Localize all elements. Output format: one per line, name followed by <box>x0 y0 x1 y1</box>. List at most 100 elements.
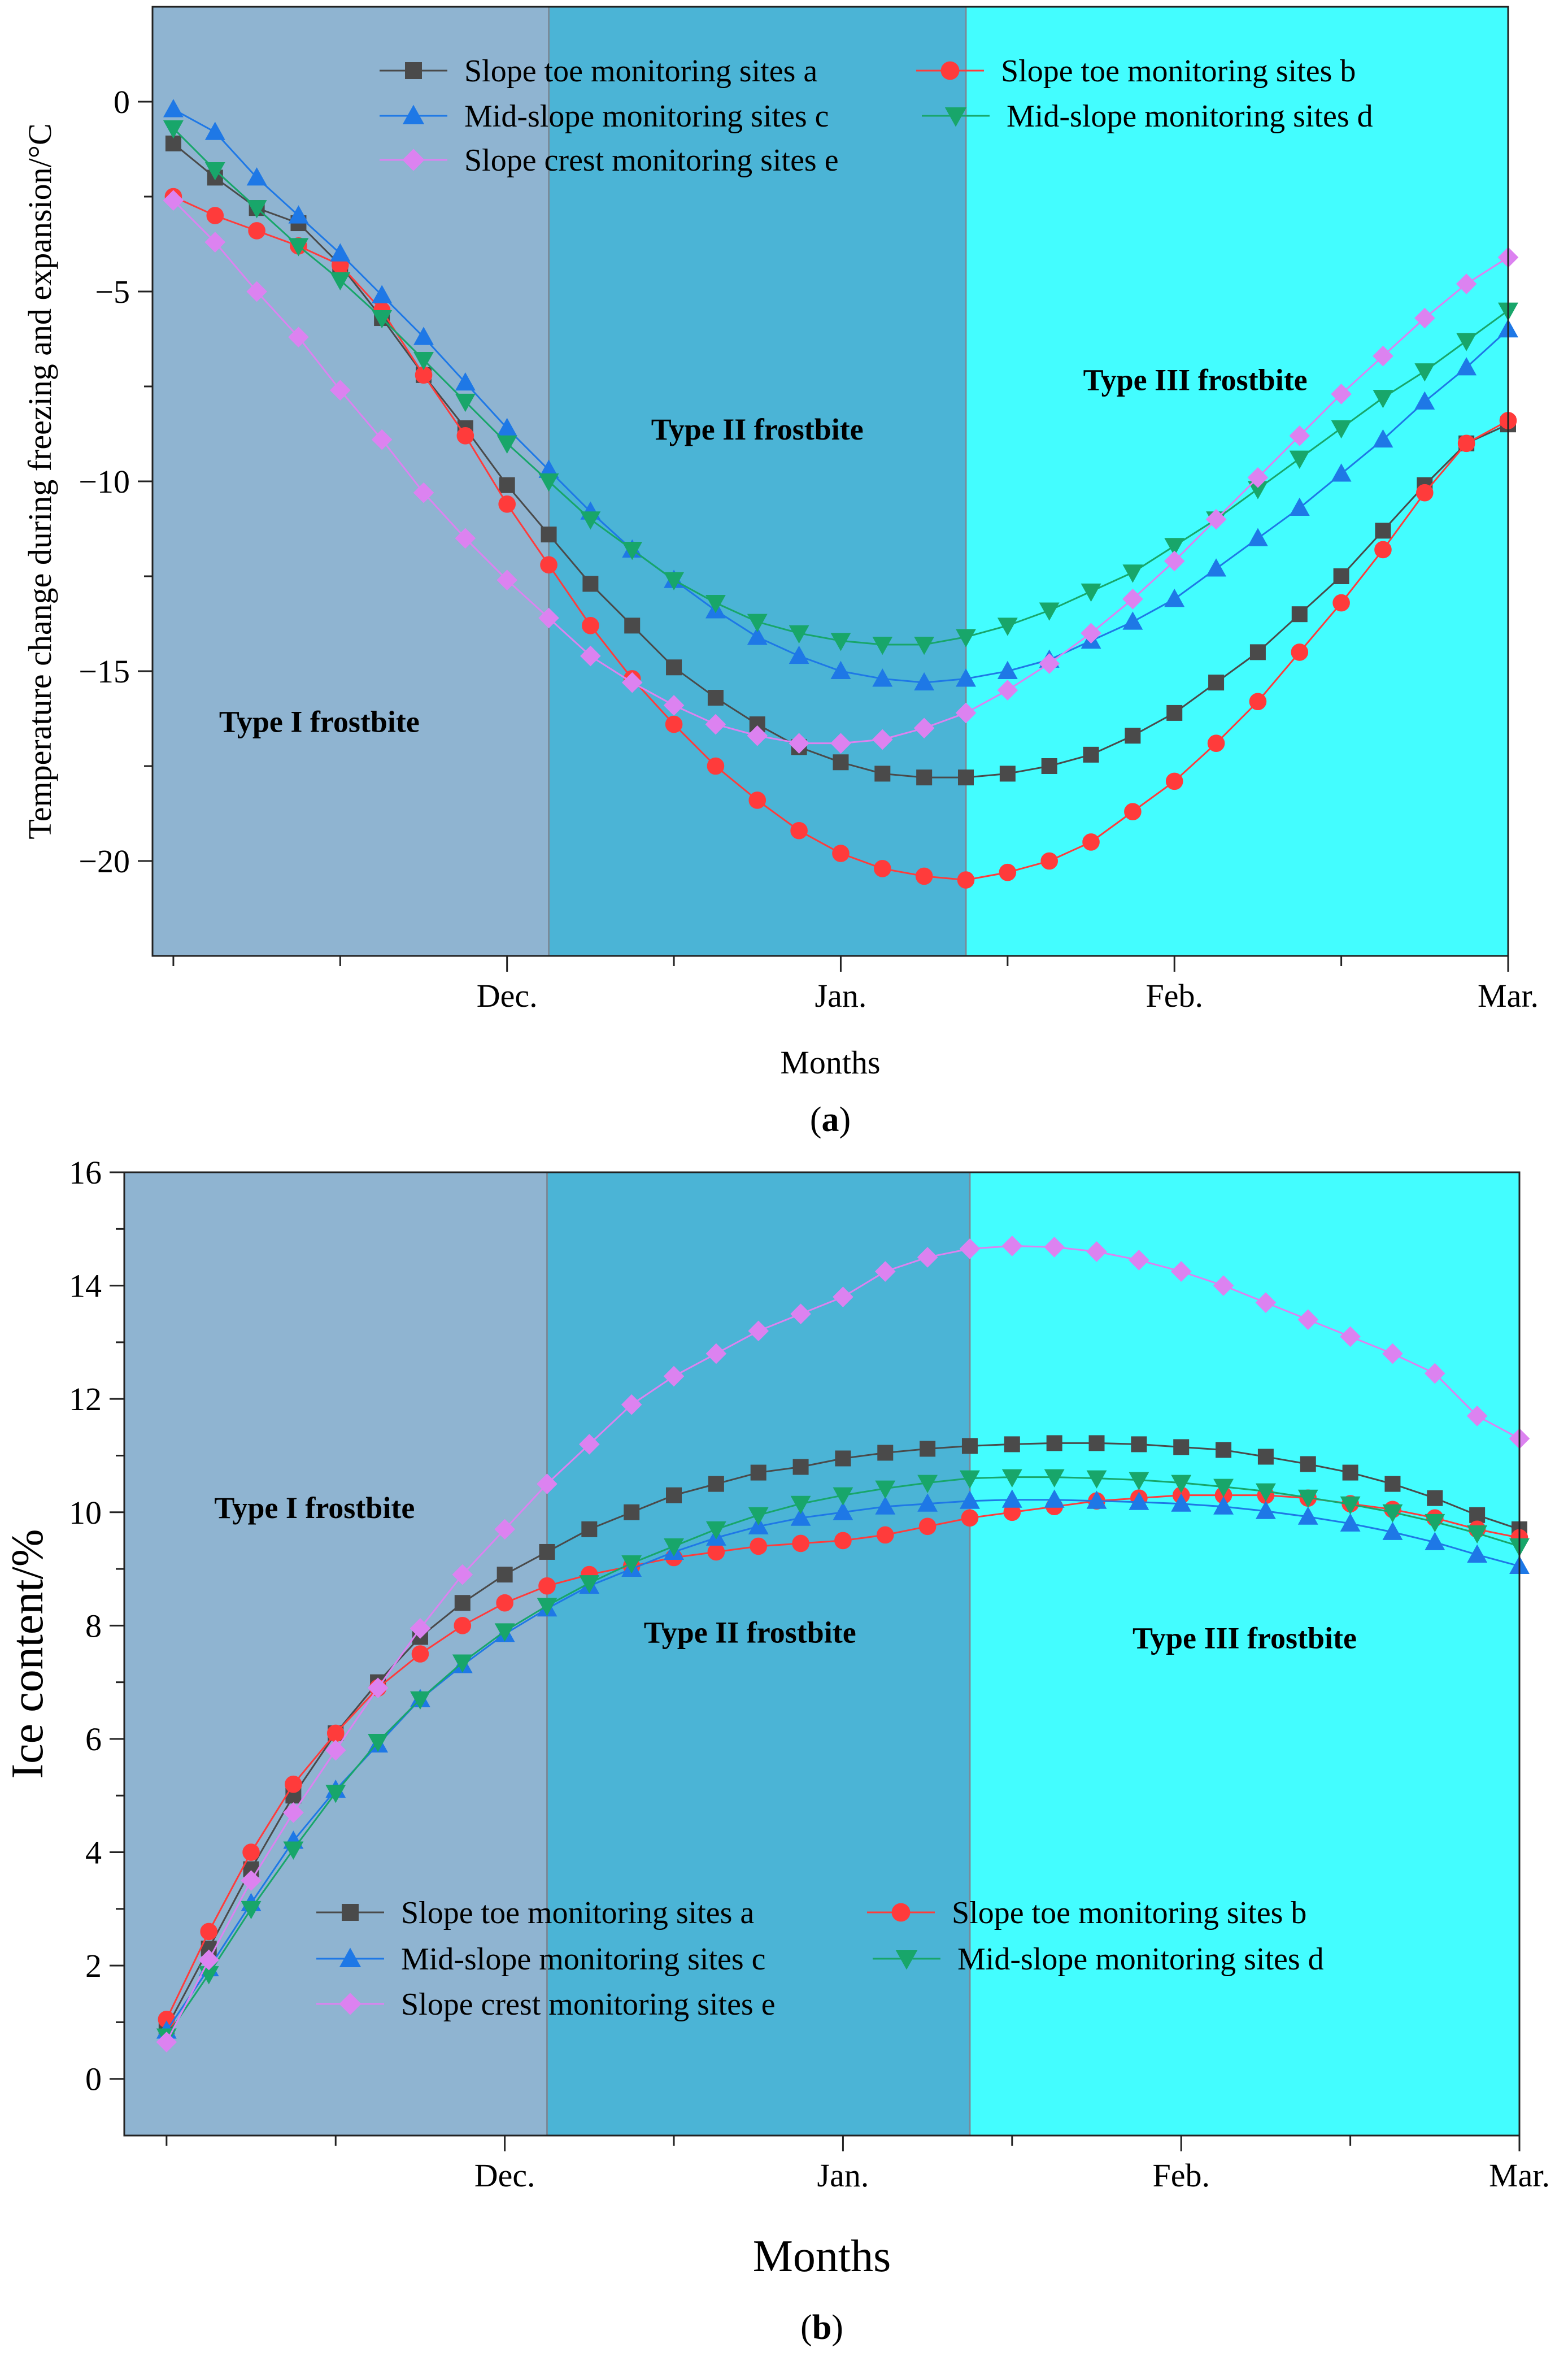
data-point-5-5 <box>329 380 351 401</box>
data-point-5-24 <box>1129 1250 1149 1271</box>
legend-item-5: Slope crest monitoring sites e <box>380 143 839 178</box>
legend-item-1: Slope toe monitoring sites a <box>316 1895 754 1930</box>
region-label-2: Type II frostbite <box>644 1615 856 1649</box>
y-tick-label: 10 <box>69 1494 102 1531</box>
legend-marker <box>940 61 960 80</box>
data-point-5-5 <box>325 1740 346 1761</box>
data-point-1-11 <box>581 1521 598 1537</box>
data-point-1-8 <box>454 1595 471 1611</box>
data-point-3-18 <box>875 1496 896 1515</box>
legend: Slope toe monitoring sites a Slope toe mo… <box>316 1895 1324 2022</box>
data-point-3-27 <box>1247 528 1268 546</box>
data-point-3-19 <box>914 672 935 691</box>
data-point-1-12 <box>624 1504 640 1520</box>
data-point-5-10 <box>538 607 559 629</box>
data-point-3-27 <box>1255 1501 1276 1519</box>
data-point-2-20 <box>961 1509 979 1527</box>
x-tick-label: Mar. <box>1478 977 1539 1014</box>
y-tick-label: 8 <box>85 1607 102 1644</box>
data-point-4-28 <box>1297 1489 1318 1508</box>
data-point-5-25 <box>1164 550 1185 572</box>
data-point-5-29 <box>1331 384 1352 405</box>
data-point-1-16 <box>792 1459 809 1475</box>
caption-open: ( <box>810 1101 822 1139</box>
data-point-1-17 <box>835 1450 851 1467</box>
data-point-2-28 <box>1291 643 1309 661</box>
data-point-4-11 <box>579 1575 600 1594</box>
data-point-3-29 <box>1340 1513 1361 1532</box>
series-4 <box>163 120 1518 655</box>
x-tick-label: Dec. <box>474 2157 535 2194</box>
data-point-3-25 <box>1164 589 1185 607</box>
data-point-5-31 <box>1424 1363 1445 1384</box>
y-tick-label: 0 <box>85 2061 102 2098</box>
data-point-5-9 <box>496 569 518 591</box>
data-point-4-23 <box>1081 583 1101 602</box>
data-point-1-13 <box>666 1487 682 1503</box>
data-point-2-8 <box>456 427 474 445</box>
data-point-1-30 <box>1375 523 1391 539</box>
data-point-2-19 <box>915 867 933 885</box>
legend-marker <box>944 107 967 127</box>
y-tick-label: 0 <box>114 84 130 120</box>
data-point-3-3 <box>246 167 267 186</box>
data-point-5-4 <box>288 327 309 347</box>
data-point-3-24 <box>1122 611 1143 630</box>
panel-b-chart: Type I frostbite Type II frostbite Type II… <box>3 1154 1550 2347</box>
legend-label: Slope crest monitoring sites e <box>464 143 839 178</box>
data-point-5-6 <box>367 1677 389 1698</box>
data-point-2-29 <box>1332 594 1350 612</box>
data-point-3-17 <box>830 660 851 679</box>
region-label-3: Type III frostbite <box>1083 363 1308 397</box>
legend-label: Mid-slope monitoring sites d <box>957 1942 1324 1977</box>
region-label-3: Type III frostbite <box>1133 1621 1357 1655</box>
data-point-4-16 <box>790 1495 811 1515</box>
frostbite-region-3 <box>969 1172 1519 2136</box>
data-point-2-22 <box>1040 852 1058 870</box>
data-point-2-24 <box>1124 803 1142 820</box>
y-tick-label: 12 <box>69 1381 102 1417</box>
data-point-2-11 <box>582 617 599 634</box>
data-point-5-20 <box>955 702 977 724</box>
x-tick-label: Feb. <box>1152 2157 1210 2194</box>
legend-marker <box>339 1947 361 1967</box>
data-point-2-30 <box>1374 541 1392 559</box>
data-point-1-9 <box>496 1567 513 1583</box>
data-point-5-28 <box>1297 1309 1319 1330</box>
data-point-1-32 <box>1469 1507 1486 1523</box>
data-point-3-5 <box>330 243 351 262</box>
data-point-4-30 <box>1373 390 1393 408</box>
data-point-4-19 <box>917 1475 938 1493</box>
x-tick-label: Mar. <box>1489 2157 1550 2194</box>
data-point-1-11 <box>582 576 599 592</box>
data-point-5-9 <box>494 1519 515 1540</box>
data-point-2-7 <box>411 1645 429 1663</box>
region-label-1: Type I frostbite <box>219 705 420 739</box>
data-point-5-14 <box>705 714 726 735</box>
data-point-5-17 <box>833 1286 853 1307</box>
data-point-4-29 <box>1331 420 1352 439</box>
caption-close: ) <box>839 1101 851 1139</box>
data-point-2-31 <box>1416 484 1434 502</box>
data-point-3-15 <box>747 627 768 645</box>
data-point-4-25 <box>1171 1475 1192 1493</box>
region-label-2: Type II frostbite <box>651 412 864 446</box>
data-point-4-28 <box>1289 450 1310 469</box>
data-point-1-14 <box>707 690 724 706</box>
caption-open: ( <box>800 2308 812 2347</box>
y-axis-title: Ice content/% <box>3 1529 53 1779</box>
data-point-5-28 <box>1289 425 1310 446</box>
y-tick-label: 4 <box>85 1834 102 1871</box>
data-point-5-3 <box>241 1870 262 1891</box>
legend-item-3: Mid-slope monitoring sites c <box>316 1942 766 1977</box>
data-point-4-10 <box>537 1598 557 1616</box>
data-point-4-18 <box>872 636 893 655</box>
data-point-4-29 <box>1340 1496 1361 1515</box>
data-point-3-15 <box>748 1516 769 1534</box>
data-point-4-18 <box>875 1480 896 1499</box>
data-point-4-9 <box>496 435 517 454</box>
data-point-5-21 <box>997 680 1018 701</box>
data-point-4-32 <box>1467 1525 1488 1544</box>
data-point-4-14 <box>705 595 726 614</box>
